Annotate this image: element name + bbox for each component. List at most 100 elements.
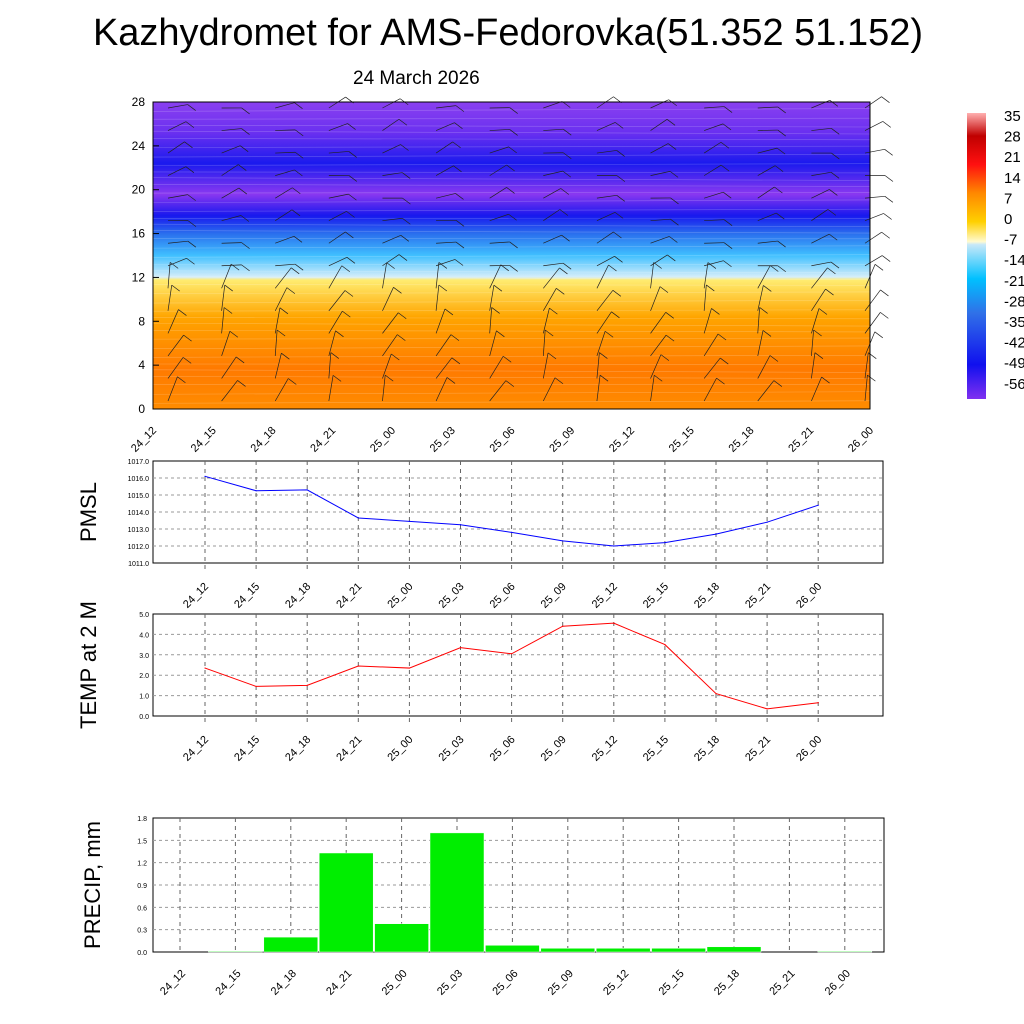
- wind-barb: [167, 309, 179, 334]
- data-point: [357, 665, 359, 667]
- wind-barb: [435, 377, 448, 402]
- wind-barb-flag: [237, 380, 246, 387]
- wind-barb-flag: [608, 264, 617, 272]
- wind-barb: [435, 141, 453, 154]
- precip-bar: [706, 946, 762, 953]
- wind-barb: [704, 106, 725, 109]
- wind-barb-flag: [776, 212, 785, 220]
- wind-barb: [650, 171, 671, 176]
- wind-barb: [328, 151, 349, 154]
- precip-bar: [817, 951, 873, 953]
- contour-line: [152, 254, 871, 258]
- wind-barb: [703, 262, 709, 289]
- y-tick-label: 0.3: [137, 928, 147, 935]
- wind-barb-flag: [769, 355, 779, 362]
- wind-barb: [382, 98, 401, 109]
- wind-barb-flag: [508, 146, 517, 154]
- contour-line: [152, 138, 871, 141]
- wind-barb-flag: [831, 152, 840, 160]
- wind-barb-flag: [666, 119, 676, 126]
- wind-barb: [596, 311, 612, 334]
- wind-barb: [811, 352, 816, 379]
- wind-barb: [275, 236, 295, 244]
- wind-barb-flag: [288, 378, 297, 385]
- wind-barb-flag: [561, 234, 570, 242]
- contour-line: [152, 337, 871, 340]
- x-tick-label: 25_21: [786, 425, 816, 455]
- precip-bar: [595, 948, 651, 953]
- x-tick-label: 24_12: [181, 581, 211, 611]
- wind-barb: [382, 334, 398, 357]
- data-point: [817, 504, 819, 506]
- wind-barb: [274, 307, 281, 334]
- wind-barb: [811, 308, 820, 334]
- wind-barb-flag: [562, 262, 572, 270]
- wind-barb: [596, 231, 614, 244]
- wind-barb: [704, 219, 725, 222]
- wind-barb-flag: [544, 329, 554, 337]
- wind-barb-flag: [813, 329, 822, 337]
- wind-barb-flag: [400, 144, 409, 151]
- data-point: [766, 521, 768, 523]
- x-tick-label: 24_12: [158, 968, 188, 998]
- wind-barb-flag: [821, 376, 830, 384]
- wind-barb-flag: [332, 375, 342, 382]
- wind-barb: [757, 307, 760, 334]
- wind-barb: [328, 256, 348, 267]
- wind-barb-flag: [171, 284, 180, 292]
- plot-frame: [152, 101, 871, 410]
- x-tick-label: 25_03: [435, 968, 465, 998]
- wind-barb: [811, 233, 830, 244]
- wind-barb: [757, 106, 778, 109]
- wind-barb: [650, 143, 669, 154]
- data-point: [664, 542, 666, 544]
- wind-barb: [167, 262, 171, 289]
- contour-line: [152, 322, 871, 327]
- wind-barb: [864, 213, 884, 222]
- wind-barb: [596, 290, 614, 312]
- x-tick-label: 24_15: [232, 734, 262, 764]
- y-tick-label: 1014.0: [128, 510, 150, 517]
- wind-barb: [757, 165, 776, 176]
- wind-barb-flag: [616, 150, 625, 157]
- wind-barb: [435, 165, 454, 176]
- wind-barb-flag: [774, 165, 784, 172]
- wind-barb: [328, 290, 346, 312]
- data-point: [562, 540, 564, 542]
- wind-barb-flag: [185, 121, 195, 128]
- wind-barb: [435, 122, 455, 131]
- wind-barb-flag: [402, 217, 411, 225]
- wind-barb: [221, 307, 225, 334]
- wind-barb: [328, 310, 343, 334]
- wind-barb-flag: [508, 213, 517, 221]
- wind-barb: [275, 169, 295, 176]
- wind-barb: [328, 231, 346, 244]
- wind-barb-flag: [614, 212, 624, 219]
- x-tick-label: 24_12: [129, 425, 159, 455]
- contour-line: [152, 192, 871, 194]
- wind-barb-flag: [825, 288, 834, 296]
- x-tick-label: 26_00: [846, 425, 876, 455]
- y-tick-label: 24: [132, 139, 146, 153]
- wind-barb-flag: [874, 331, 883, 339]
- y-tick-label: 0.9: [137, 883, 147, 890]
- contour-line: [152, 291, 871, 294]
- wind-barb-flag: [295, 151, 304, 159]
- wind-barb-flag: [184, 141, 193, 149]
- x-tick-label: 24_15: [213, 968, 243, 998]
- wind-barb-flag: [455, 220, 465, 227]
- wind-barb: [221, 263, 232, 289]
- colorbar-label: -35: [1004, 314, 1024, 331]
- wind-barb: [221, 356, 237, 379]
- wind-barb-flag: [612, 290, 622, 297]
- wind-barb: [275, 102, 295, 109]
- wind-barb-flag: [241, 242, 250, 249]
- wind-barb-flag: [344, 290, 354, 297]
- cross-section-panel: 0 4 8 12 16 20 24 28 24_12 24_15 24_18 24_21 25_00 25…: [129, 95, 1024, 455]
- wind-barb: [703, 284, 707, 311]
- wind-barb: [221, 215, 242, 222]
- temperature-contour-fill: [153, 102, 870, 409]
- wind-barb-flag: [762, 330, 772, 337]
- wind-barb: [435, 334, 452, 357]
- wind-barb-flag: [773, 380, 783, 387]
